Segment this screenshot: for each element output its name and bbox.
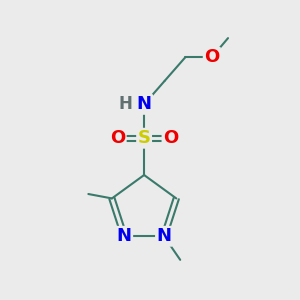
- Text: S: S: [138, 129, 151, 147]
- Text: O: O: [110, 129, 125, 147]
- Text: O: O: [163, 129, 178, 147]
- Text: O: O: [204, 48, 220, 66]
- Text: N: N: [136, 95, 152, 113]
- Text: N: N: [117, 227, 132, 245]
- Text: N: N: [157, 227, 172, 245]
- Text: H: H: [119, 95, 133, 113]
